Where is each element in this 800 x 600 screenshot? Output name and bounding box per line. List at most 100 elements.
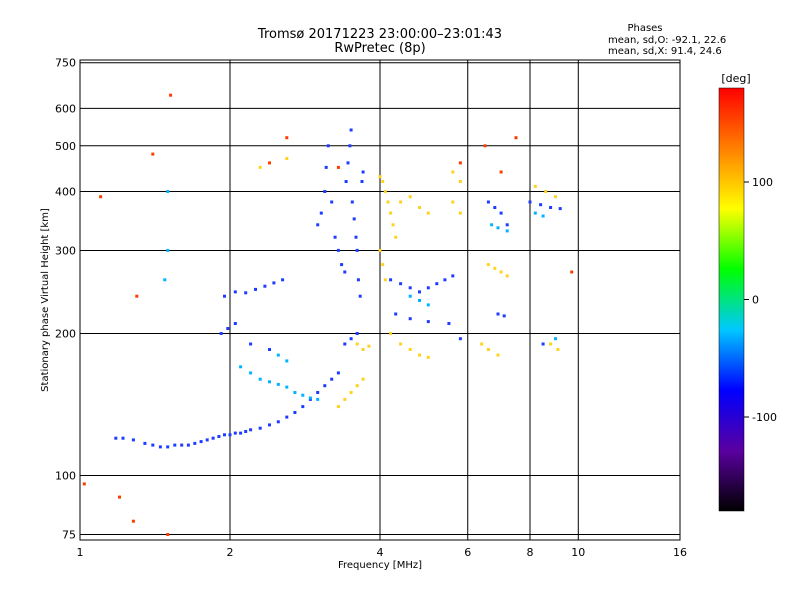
data-point-mixed: [285, 359, 289, 363]
data-point-O: [352, 217, 356, 221]
colorbar-gradient: [718, 87, 745, 512]
data-point-O: [443, 278, 447, 282]
data-point-X: [544, 190, 548, 193]
data-point-O: [426, 286, 430, 290]
data-point-O: [355, 248, 359, 252]
data-point-O: [496, 312, 500, 316]
y-axis-label: Stationary phase Virtual Height [km]: [40, 208, 51, 392]
data-point-X: [399, 342, 403, 346]
data-point-O: [350, 200, 354, 204]
data-point-O: [349, 337, 353, 341]
data-point-O: [180, 443, 184, 447]
data-point-O: [228, 433, 232, 437]
data-point-O: [541, 342, 545, 346]
data-point-O: [223, 433, 226, 437]
data-point-O: [354, 235, 358, 239]
data-point-outlier: [499, 170, 503, 174]
data-point-X: [367, 344, 371, 348]
data-point-X: [389, 211, 393, 215]
data-point-O: [539, 203, 543, 207]
data-point-X: [505, 274, 509, 278]
data-point-mixed: [249, 371, 253, 375]
data-point-O: [233, 322, 237, 325]
data-point-O: [348, 144, 352, 148]
data-point-O: [223, 294, 226, 298]
data-point-X: [285, 157, 289, 160]
phases-title: Phases: [627, 23, 662, 34]
data-point-X: [554, 195, 557, 199]
data-point-mixed: [276, 382, 280, 386]
x-tick-label: 4: [377, 546, 384, 559]
data-point-O: [249, 342, 253, 346]
colorbar: [deg] 100 0 -100: [718, 72, 777, 512]
x-tick-label: 2: [227, 546, 234, 559]
data-point-O: [333, 235, 337, 239]
y-tick-label: 400: [55, 186, 76, 199]
data-point-O: [493, 206, 497, 209]
data-point-mixed: [505, 229, 509, 233]
data-point-X: [389, 332, 393, 335]
x-axis-ticks: 1 2 4 6 8 10 16: [77, 546, 688, 559]
data-point-X: [258, 165, 262, 169]
data-point-O: [330, 377, 334, 381]
data-point-mixed: [316, 397, 320, 401]
data-point-O: [323, 190, 327, 193]
data-point-X: [451, 200, 455, 204]
data-point-mixed: [301, 393, 305, 397]
data-point-O: [394, 312, 398, 316]
data-point-O: [528, 200, 532, 204]
header: Tromsø 20171223 23:00:00–23:01:43 RwPret…: [257, 23, 726, 57]
data-point-X: [349, 391, 353, 394]
data-point-O: [193, 441, 197, 445]
x-tick-label: 10: [571, 546, 585, 559]
data-point-O: [121, 436, 125, 440]
data-point-O: [349, 128, 353, 132]
data-point-outlier: [135, 294, 139, 298]
data-point-O: [285, 415, 289, 419]
data-point-X: [486, 348, 490, 351]
data-point-O: [301, 405, 305, 409]
data-point-O: [233, 431, 237, 435]
x-axis-label: Frequency [MHz]: [338, 560, 422, 571]
data-point-mixed: [166, 248, 170, 252]
data-point-mixed: [268, 380, 271, 384]
data-point-O: [254, 287, 257, 291]
data-point-outlier: [268, 161, 271, 165]
data-point-X: [458, 180, 462, 183]
data-point-mixed: [496, 226, 500, 230]
data-point-O: [451, 274, 455, 278]
data-point-X: [394, 235, 398, 239]
data-point-outlier: [514, 136, 518, 140]
data-point-O: [426, 320, 430, 324]
x-tick-label: 6: [464, 546, 471, 559]
data-point-O: [217, 435, 221, 438]
data-point-O: [249, 428, 253, 432]
data-point-outlier: [169, 93, 173, 97]
data-point-X: [426, 211, 430, 215]
data-point-X: [499, 270, 503, 274]
data-point-mixed: [239, 365, 243, 369]
data-point-outlier: [458, 161, 462, 165]
data-point-O: [408, 317, 412, 321]
data-point-O: [326, 144, 330, 148]
data-point-mixed: [541, 214, 545, 218]
colorbar-tick-label: 100: [752, 176, 773, 189]
data-point-X: [383, 278, 387, 282]
data-point-O: [199, 440, 203, 444]
data-point-O: [343, 270, 347, 274]
data-point-O: [173, 443, 177, 447]
data-point-X: [408, 195, 412, 199]
phases-stats-o: mean, sd,O: -92.1, 22.6: [608, 35, 726, 46]
data-point-X: [383, 190, 387, 193]
data-point-X: [343, 397, 347, 401]
data-point-outlier: [336, 165, 340, 169]
data-point-mixed: [166, 190, 170, 193]
colorbar-tick-label: 0: [752, 294, 759, 307]
data-point-X: [381, 180, 385, 183]
y-tick-label: 300: [55, 244, 76, 257]
data-point-O: [323, 384, 327, 388]
data-point-O: [336, 371, 340, 375]
data-point-O: [418, 290, 421, 294]
data-point-O: [239, 431, 243, 435]
data-point-X: [493, 266, 497, 270]
